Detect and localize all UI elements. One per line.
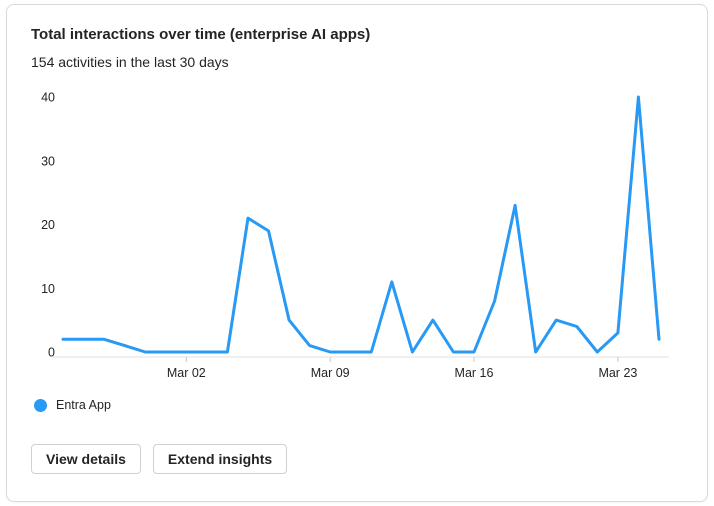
view-details-button[interactable]: View details xyxy=(31,444,141,474)
svg-text:10: 10 xyxy=(41,282,55,296)
card-title: Total interactions over time (enterprise… xyxy=(31,26,371,43)
svg-text:40: 40 xyxy=(41,91,55,105)
svg-text:Mar 16: Mar 16 xyxy=(455,366,494,380)
interactions-card: Total interactions over time (enterprise… xyxy=(6,4,708,502)
svg-text:Mar 23: Mar 23 xyxy=(598,366,637,380)
svg-text:Mar 09: Mar 09 xyxy=(311,366,350,380)
card-subtitle: 154 activities in the last 30 days xyxy=(31,54,229,70)
extend-insights-button[interactable]: Extend insights xyxy=(152,444,288,474)
svg-text:0: 0 xyxy=(48,346,55,360)
legend-dot-icon xyxy=(34,398,47,412)
line-chart[interactable]: 0 10 20 30 40 Mar 02 Mar 09 Mar 16 Mar 23 xyxy=(17,88,693,388)
legend-series-label[interactable]: Entra App xyxy=(56,398,111,412)
legend: Entra App xyxy=(34,397,707,413)
svg-text:20: 20 xyxy=(41,218,55,232)
card-actions: View details Extend insights xyxy=(31,444,707,474)
svg-text:Mar 02: Mar 02 xyxy=(167,366,206,380)
svg-text:30: 30 xyxy=(41,154,55,168)
